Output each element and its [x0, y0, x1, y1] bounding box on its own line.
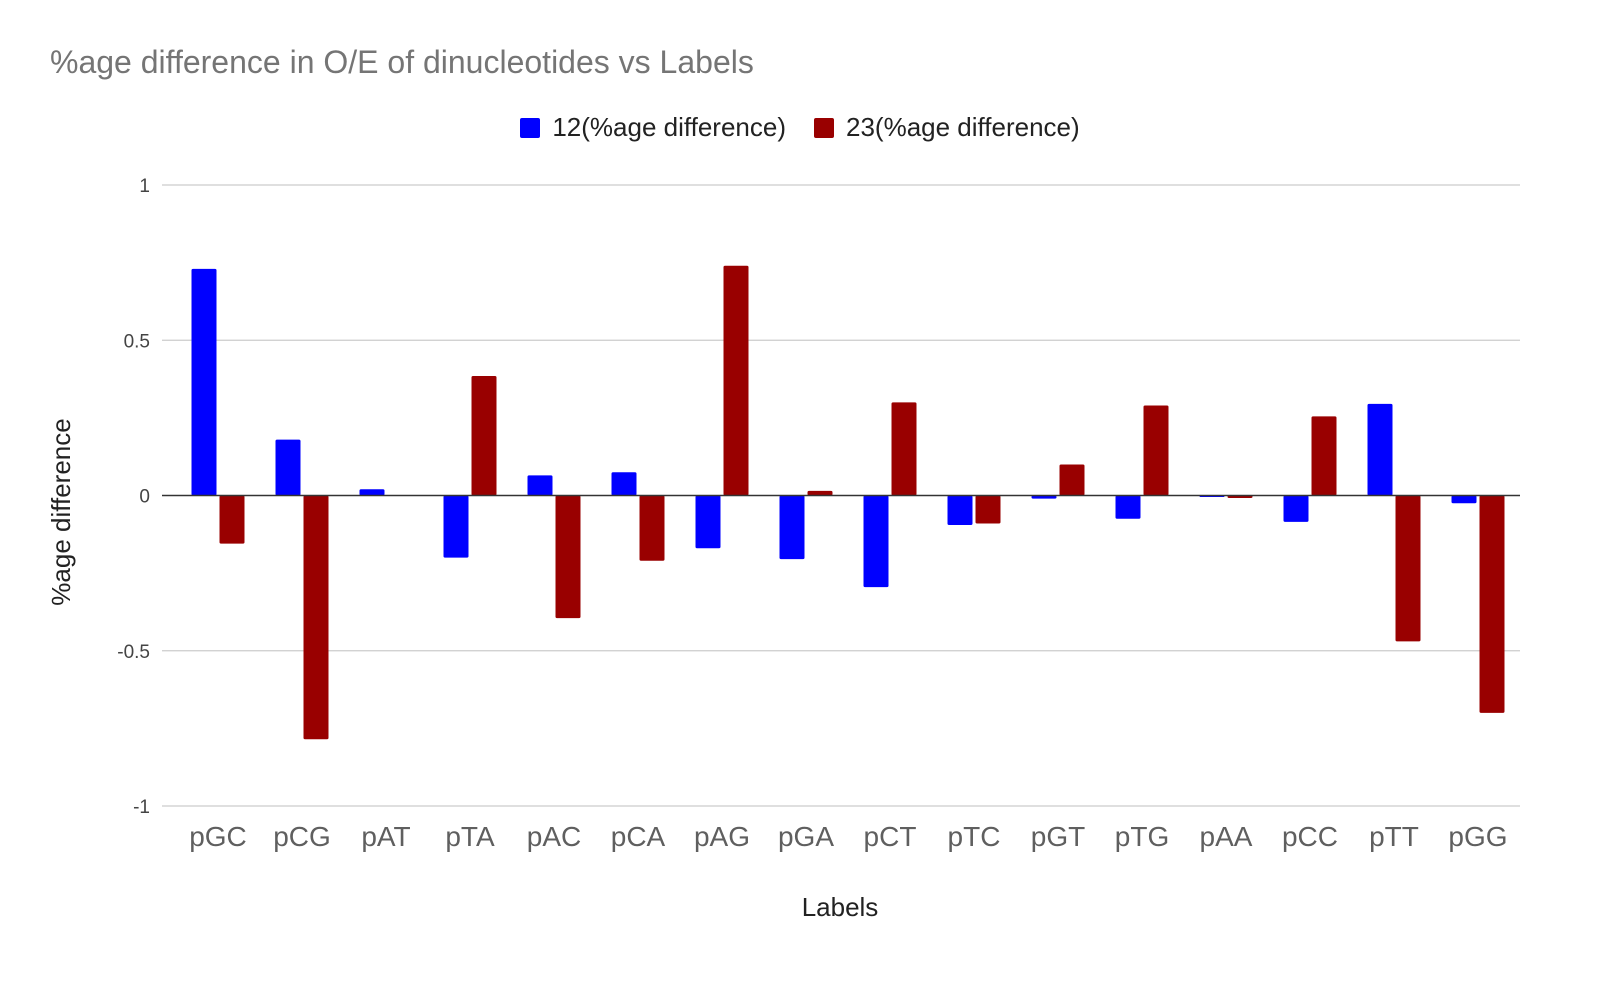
bar-series-2-pgc[interactable] — [219, 495, 245, 544]
x-tick-label: pTG — [1115, 821, 1169, 852]
x-axis-title: Labels — [802, 892, 879, 922]
bar-series-2-ptt[interactable] — [1395, 495, 1421, 642]
y-tick-label: -1 — [133, 797, 150, 818]
bar-series-1-pac[interactable] — [527, 475, 553, 496]
x-tick-label: pAG — [694, 821, 750, 852]
bar-series-1-pct[interactable] — [863, 495, 889, 588]
x-tick-label: pCA — [611, 821, 666, 852]
x-tick-label: pCC — [1282, 821, 1338, 852]
x-tick-label: pGC — [189, 821, 247, 852]
bar-series-1-ptc[interactable] — [947, 495, 973, 525]
legend-swatch-series-1 — [520, 117, 541, 138]
x-tick-label: pGG — [1448, 821, 1507, 852]
legend-swatch-series-2 — [814, 117, 834, 138]
y-tick-label: -0.5 — [117, 642, 150, 663]
legend-label-series-2: 23(%age difference) — [846, 112, 1080, 142]
bar-series-2-pga[interactable] — [807, 490, 833, 496]
x-tick-label: pAA — [1200, 821, 1253, 852]
bar-series-1-ptg[interactable] — [1115, 495, 1141, 519]
bar-series-1-ptt[interactable] — [1367, 403, 1393, 496]
x-tick-label: pGA — [778, 821, 834, 852]
bar-series-1-pag[interactable] — [695, 495, 721, 549]
gridlines — [162, 184, 1520, 807]
bar-series-1-pgg[interactable] — [1451, 495, 1477, 504]
bar-series-1-pat[interactable] — [359, 489, 385, 496]
bar-series-1-pcg[interactable] — [275, 439, 301, 496]
bar-series-1-pga[interactable] — [779, 495, 805, 560]
bar-series-2-pcg[interactable] — [303, 495, 329, 740]
bar-series-2-pca[interactable] — [639, 495, 665, 561]
bar-series-2-pag[interactable] — [723, 265, 749, 496]
x-tick-label: pGT — [1031, 821, 1085, 852]
legend-label-series-1: 12(%age difference) — [552, 112, 786, 142]
x-tick-label: pAC — [527, 821, 581, 852]
bar-series-1-pgt[interactable] — [1031, 495, 1057, 499]
x-tick-label: pTT — [1369, 821, 1419, 852]
legend-item-series-2[interactable]: 23(%age difference) — [814, 112, 1080, 143]
bar-series-2-pcc[interactable] — [1311, 416, 1337, 496]
bar-series-2-pgt[interactable] — [1059, 464, 1085, 496]
bars — [191, 265, 1505, 740]
bar-series-2-ptc[interactable] — [975, 495, 1001, 524]
bar-series-1-pca[interactable] — [611, 472, 637, 496]
y-tick-label: 0 — [139, 487, 150, 508]
bar-series-1-pcc[interactable] — [1283, 495, 1309, 522]
bar-series-2-ptg[interactable] — [1143, 405, 1169, 496]
y-tick-label: 1 — [139, 176, 150, 197]
x-tick-label: pCT — [864, 821, 917, 852]
y-tick-label: 0.5 — [124, 331, 150, 352]
x-tick-label: pTA — [445, 821, 495, 852]
bar-series-2-pac[interactable] — [555, 495, 581, 619]
bar-series-2-pct[interactable] — [891, 402, 917, 496]
x-tick-label: pCG — [273, 821, 331, 852]
x-axis-ticks: pGC pCG pAT pTA pAC pCA pAG pGA pCT pTC pGT pTG pAA p… — [189, 821, 1507, 852]
legend: 12(%age difference) 23(%age difference) — [0, 112, 1600, 143]
legend-item-series-1[interactable]: 12(%age difference) — [520, 112, 786, 143]
chart-title: %age difference in O/E of dinucleotides … — [50, 44, 754, 80]
y-axis-ticks: 1 0.5 0 -0.5 -1 — [117, 176, 150, 818]
x-tick-label: pAT — [361, 821, 410, 852]
bar-series-2-pta[interactable] — [471, 375, 497, 496]
bar-series-2-pgg[interactable] — [1479, 495, 1505, 713]
y-axis-title: %age difference — [46, 418, 76, 605]
bar-series-1-pgc[interactable] — [191, 268, 217, 496]
bar-series-1-pta[interactable] — [443, 495, 469, 558]
x-tick-label: pTC — [948, 821, 1001, 852]
